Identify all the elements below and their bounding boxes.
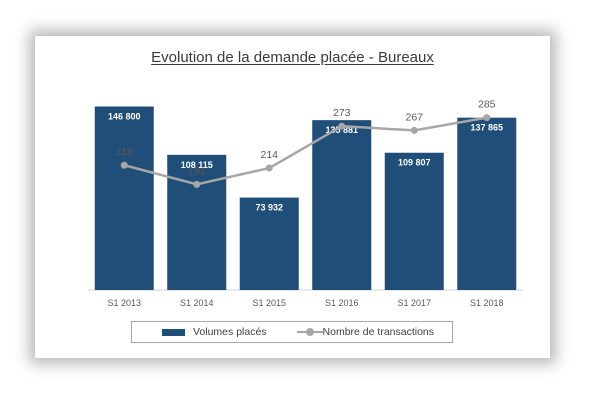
line-point xyxy=(265,164,273,172)
legend-label-volumes: Volumes placés xyxy=(193,326,267,338)
chart-plot: 146 800 S1 2013 108 115 S1 2014 73 932 S1 201… xyxy=(88,99,523,308)
bar-volumes xyxy=(94,106,154,290)
line-point xyxy=(410,126,418,134)
line-value-label: 285 xyxy=(478,99,496,111)
chart-frame: Evolution de la demande placée - Bureaux… xyxy=(35,36,550,358)
x-tick-label: S1 2017 xyxy=(397,298,431,308)
legend-item-volumes: Volumes placés xyxy=(132,326,267,338)
line-value-label: 267 xyxy=(405,111,423,123)
x-tick-label: S1 2014 xyxy=(180,298,214,308)
bar-value-label: 109 807 xyxy=(398,158,431,168)
line-point xyxy=(483,114,491,122)
chart-legend: Volumes placés Nombre de transactions xyxy=(131,321,453,343)
bar-value-label: 73 932 xyxy=(255,203,283,213)
line-value-label: 218 xyxy=(115,146,133,158)
bar-value-label: 146 800 xyxy=(108,112,141,122)
chart-title: Evolution de la demande placée - Bureaux xyxy=(151,49,434,66)
bar-volumes xyxy=(312,120,372,291)
line-value-label: 273 xyxy=(333,107,351,119)
bar-value-label: 135 881 xyxy=(325,125,358,135)
line-value-label: 191 xyxy=(188,165,206,177)
legend-label-transactions: Nombre de transactions xyxy=(322,326,435,338)
bar-value-label: 137 865 xyxy=(470,123,503,133)
legend-swatch-line xyxy=(296,326,323,338)
bar-volumes xyxy=(384,152,444,290)
bar-volumes xyxy=(167,154,227,290)
line-transactions xyxy=(123,116,487,186)
legend-item-transactions: Nombre de transactions xyxy=(267,326,434,338)
bar-volumes xyxy=(239,197,299,290)
x-tick-label: S1 2013 xyxy=(107,298,141,308)
line-point xyxy=(338,122,346,130)
line-value-label: 214 xyxy=(260,149,278,161)
x-tick-label: S1 2015 xyxy=(252,298,286,308)
line-point xyxy=(120,161,128,169)
legend-swatch-bar xyxy=(162,328,185,336)
bar-value-label: 108 115 xyxy=(181,160,213,170)
x-tick-label: S1 2018 xyxy=(470,298,504,308)
line-point xyxy=(193,180,201,188)
x-tick-label: S1 2016 xyxy=(325,298,359,308)
bar-volumes xyxy=(457,117,517,290)
